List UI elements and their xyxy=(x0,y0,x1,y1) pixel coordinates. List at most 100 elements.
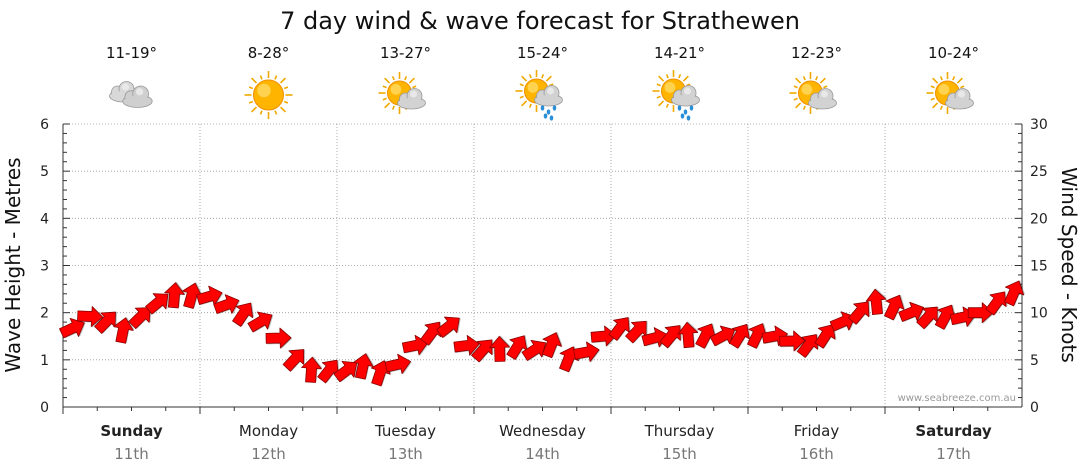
wind-arrow xyxy=(542,332,563,359)
wind-arrow xyxy=(59,317,86,339)
wind-arrow xyxy=(247,311,274,333)
wind-speed-tick-label: 20 xyxy=(1030,211,1048,227)
weather-icons xyxy=(109,70,974,121)
sun-icon xyxy=(244,71,293,119)
wind-speed-tick-label: 10 xyxy=(1030,306,1048,322)
wind-speed-tick-label: 5 xyxy=(1030,353,1039,369)
wind-arrow xyxy=(898,301,925,323)
credit-text: www.seabreeze.com.au xyxy=(898,393,1016,404)
sunny-icon xyxy=(244,71,293,119)
rain-drops-icon xyxy=(540,105,557,121)
wind-arrow xyxy=(265,327,293,350)
wind-arrow xyxy=(916,306,939,330)
showers-icon xyxy=(515,70,563,121)
wind-arrow xyxy=(213,294,241,315)
temperature-range-label: 15-24° xyxy=(517,44,568,62)
wind-speed-tick-label: 30 xyxy=(1030,117,1048,133)
wind-arrow xyxy=(608,317,631,341)
cloud-icon xyxy=(397,88,426,110)
day-name-label: Saturday xyxy=(915,422,992,440)
wave-height-tick-label: 5 xyxy=(40,164,49,180)
day-name-label: Sunday xyxy=(100,422,163,440)
wave-height-axis-label: Wave Height - Metres xyxy=(1,157,25,372)
wave-height-tick-label: 6 xyxy=(40,117,49,133)
rain-drops-icon xyxy=(677,105,694,121)
day-date-label: 14th xyxy=(525,445,559,463)
temperature-range-label: 10-24° xyxy=(928,44,979,62)
plot-area xyxy=(63,124,1022,407)
wind-arrow xyxy=(196,285,224,307)
cloud-icon xyxy=(945,88,974,110)
temperature-range-label: 14-21° xyxy=(654,44,705,62)
temperature-range-label: 13-27° xyxy=(380,44,431,62)
wind-arrow xyxy=(709,325,737,347)
day-date-label: 15th xyxy=(662,445,696,463)
wind-arrow xyxy=(453,334,481,357)
wind-arrow xyxy=(94,311,117,334)
partly-cloudy-icon xyxy=(789,72,837,114)
wave-height-tick-label: 4 xyxy=(40,211,49,227)
wind-arrow xyxy=(573,341,601,363)
wind-arrow xyxy=(884,294,906,321)
wind-arrow xyxy=(848,301,871,325)
wind-arrow xyxy=(814,324,837,349)
wind-arrow xyxy=(113,316,135,344)
temperature-range-label: 11-19° xyxy=(106,44,157,62)
temperature-range-label: 8-28° xyxy=(248,44,290,62)
wind-arrow xyxy=(695,323,717,349)
temperature-range-label: 12-23° xyxy=(791,44,842,62)
partly-cloudy-icon xyxy=(926,72,974,114)
wind-arrow xyxy=(677,321,699,349)
wind-arrow xyxy=(182,282,204,309)
wind-arrow xyxy=(145,293,170,315)
wind-arrow xyxy=(164,281,186,309)
day-date-label: 17th xyxy=(936,445,970,463)
wind-arrow xyxy=(865,288,887,316)
cloud-icon xyxy=(534,85,563,107)
chart-grid xyxy=(62,123,1023,407)
day-name-label: Tuesday xyxy=(374,422,436,440)
wind-arrow xyxy=(77,306,104,328)
wind-arrows xyxy=(59,280,1026,387)
wind-arrow xyxy=(506,335,529,360)
day-date-label: 16th xyxy=(799,445,833,463)
day-labels: Sunday 11th Monday 12th Tuesday 13th Wednesday… xyxy=(100,422,992,463)
cloud-icon xyxy=(808,88,837,110)
wind-arrow xyxy=(232,302,255,327)
cloud-icon xyxy=(122,85,153,108)
daily-temperatures: 11-19° 8-28° 13-27° 15-24° 14-21° 12-23° 10-24… xyxy=(106,44,979,62)
day-name-label: Monday xyxy=(239,422,298,440)
day-name-label: Friday xyxy=(794,422,840,440)
wind-speed-tick-label: 15 xyxy=(1030,259,1048,275)
wind-arrow xyxy=(128,307,152,330)
wind-speed-tick-label: 25 xyxy=(1030,164,1048,180)
wind-speed-axis-label: Wind Speed - Knots xyxy=(1057,167,1080,363)
wind-arrow xyxy=(746,323,769,349)
wind-arrow xyxy=(934,304,957,330)
wind-arrow xyxy=(625,320,648,344)
day-date-label: 13th xyxy=(388,445,422,463)
wind-arrow xyxy=(779,330,806,352)
wave-height-axis-ticks: 0 1 2 3 4 5 6 xyxy=(40,117,49,416)
showers-icon xyxy=(652,70,700,121)
sun-icon xyxy=(926,72,969,114)
wave-height-tick-label: 2 xyxy=(40,306,49,322)
sun-icon xyxy=(789,72,832,114)
wind-arrow xyxy=(282,349,306,372)
wind-arrow xyxy=(1004,280,1026,307)
wind-arrow xyxy=(317,359,340,384)
chart-title: 7 day wind & wave forecast for Strathewe… xyxy=(280,7,800,35)
wind-arrow xyxy=(436,316,461,338)
partly-cloudy-icon xyxy=(378,72,426,114)
day-name-label: Wednesday xyxy=(499,422,586,440)
wind-arrow xyxy=(353,352,375,380)
cloudy-icon xyxy=(109,81,153,108)
wave-height-tick-label: 0 xyxy=(40,400,49,416)
chart-axes xyxy=(62,123,1023,414)
wind-arrow xyxy=(489,335,511,362)
wind-arrow xyxy=(728,323,751,349)
day-date-label: 12th xyxy=(251,445,285,463)
wave-height-tick-label: 1 xyxy=(40,353,49,369)
wind-arrow xyxy=(333,361,359,383)
